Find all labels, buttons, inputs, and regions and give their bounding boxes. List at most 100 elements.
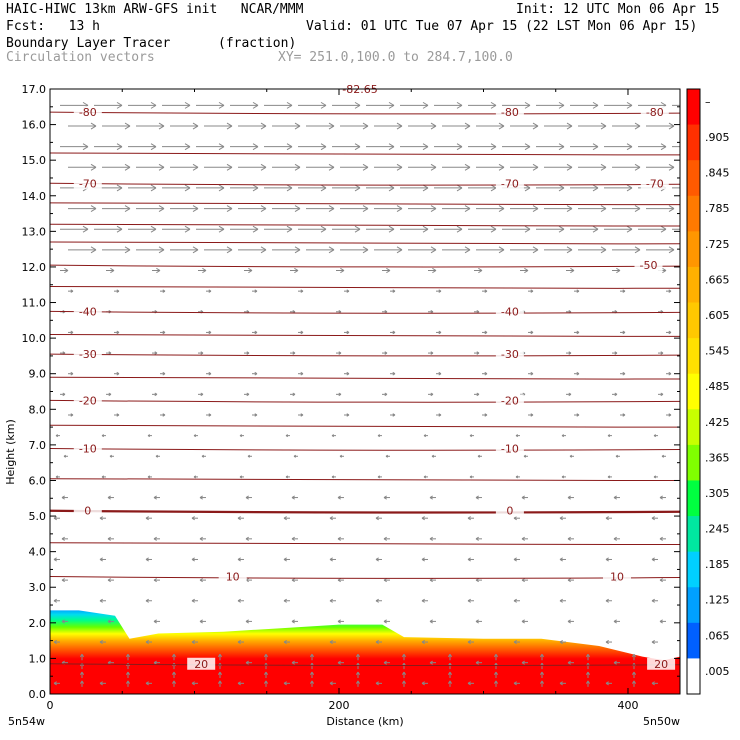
temperature-contour (50, 111, 680, 115)
y-tick-label: 17.0 (22, 83, 47, 96)
wind-vector (607, 475, 612, 479)
wind-vector (390, 289, 396, 293)
wind-vector (493, 653, 499, 661)
wind-vector (272, 246, 301, 254)
wind-vector (298, 184, 327, 192)
wind-vector (331, 475, 336, 479)
wind-vector (631, 671, 637, 678)
wind-vector (329, 639, 336, 645)
wind-vector (128, 143, 157, 151)
wind-vector (306, 163, 335, 171)
wind-vector (230, 143, 259, 151)
wind-vector (436, 371, 442, 376)
wind-vector (355, 680, 361, 687)
wind-vector (475, 536, 482, 541)
wind-vector (206, 371, 212, 376)
wind-vector (539, 680, 545, 687)
y-tick-label: 13.0 (22, 225, 47, 238)
colorbar-label: – (705, 95, 711, 108)
wind-vector (570, 101, 599, 109)
y-tick-label: 15.0 (22, 154, 47, 167)
wind-vector (476, 163, 505, 171)
wind-vector (191, 639, 198, 645)
wind-vector (566, 392, 572, 397)
wind-vector (366, 101, 395, 109)
wind-vector (429, 619, 436, 624)
wind-vector (283, 516, 290, 521)
wind-vector (475, 495, 482, 500)
wind-vector (53, 681, 60, 686)
colorbar-label: .845 (705, 167, 730, 180)
wind-vector (646, 246, 675, 254)
vectors-label: Circulation vectors (6, 50, 155, 65)
wind-vector (468, 101, 497, 109)
wind-vector (482, 413, 488, 417)
wind-vector (239, 434, 244, 438)
wind-vector (198, 392, 204, 397)
wind-vector (447, 653, 453, 661)
wind-vector (536, 101, 565, 109)
wind-vector (567, 619, 574, 624)
wind-vector (201, 454, 206, 458)
wind-vector (332, 101, 361, 109)
wind-vector (436, 330, 442, 335)
wind-vector (400, 225, 429, 233)
wind-vector (467, 681, 474, 686)
wind-vector (382, 351, 388, 355)
wind-vector (559, 639, 566, 645)
wind-vector (567, 536, 574, 541)
wind-vector (374, 246, 403, 254)
wind-vector (612, 122, 641, 130)
wind-vector (474, 351, 480, 355)
wind-vector (631, 680, 637, 687)
wind-vector (666, 330, 672, 335)
wind-vector (536, 143, 565, 151)
wind-vector (291, 536, 298, 541)
wind-vector (252, 371, 258, 376)
wind-vector (383, 660, 390, 665)
wind-vector (68, 371, 74, 376)
wind-vector (344, 330, 350, 335)
wind-vector (252, 289, 258, 293)
wind-vector (521, 578, 528, 583)
contour-label: -80 (501, 106, 519, 119)
wind-vector (544, 246, 573, 254)
wind-vector (521, 660, 528, 665)
wind-vector (428, 392, 434, 397)
wind-vector (336, 351, 342, 355)
wind-vector (468, 225, 497, 233)
cross-section-xy: XY= 251.0,100.0 to 284.7,100.0 (278, 50, 513, 65)
wind-vector (638, 143, 667, 151)
wind-vector (298, 371, 304, 376)
colorbar-swatch (687, 658, 700, 695)
wind-vector (607, 434, 612, 438)
wind-vector (442, 163, 471, 171)
wind-vector (102, 163, 131, 171)
wind-vector (114, 330, 120, 335)
wind-vector (510, 205, 539, 213)
y-tick-label: 8.0 (29, 403, 47, 416)
colorbar-swatch (687, 89, 700, 126)
wind-vector (605, 681, 612, 686)
wind-vector (567, 660, 574, 665)
wind-vector (291, 619, 298, 624)
wind-vector (53, 516, 60, 521)
wind-vector (382, 267, 391, 274)
wind-vector (476, 246, 505, 254)
wind-vector (672, 187, 680, 189)
wind-vector (136, 163, 165, 171)
wind-vector (344, 289, 350, 293)
colorbar-label: .305 (705, 487, 730, 500)
wind-vector (237, 598, 244, 603)
wind-vector (272, 163, 301, 171)
y-tick-label: 3.0 (29, 581, 47, 594)
wind-vector (196, 225, 225, 233)
contour-label: -20 (501, 394, 519, 407)
wind-vector (285, 475, 290, 479)
wind-vector (477, 454, 482, 458)
y-tick-label: 7.0 (29, 439, 47, 452)
wind-vector (136, 205, 165, 213)
wind-vector (160, 330, 166, 335)
wind-vector (620, 413, 626, 417)
